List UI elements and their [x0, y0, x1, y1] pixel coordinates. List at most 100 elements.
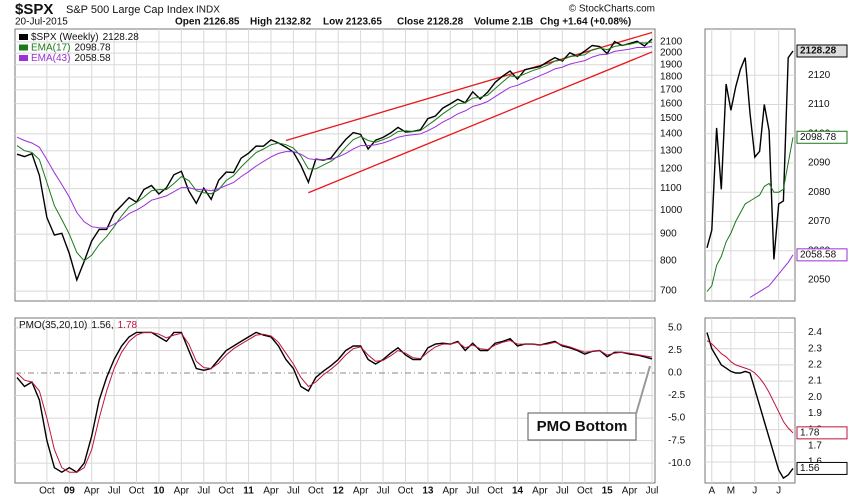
legend-entry: EMA(43) 2058.58 — [31, 53, 111, 64]
y-tick-label: 1800 — [660, 72, 683, 83]
legend-name: EMA(17) — [31, 42, 70, 53]
date: 20-Jul-2015 — [15, 17, 68, 28]
quote-field: Close 2128.28 — [397, 17, 464, 28]
y-tick-label: 1400 — [660, 129, 683, 140]
copyright: © StockCharts.com — [569, 4, 655, 15]
index-name: S&P 500 Large Cap Index — [66, 4, 194, 16]
y-tick-label: 2120 — [808, 70, 831, 81]
x-tick-label: Jul — [646, 486, 659, 497]
x-tick-label: 10 — [153, 486, 165, 497]
y-tick-label: 2.4 — [808, 327, 822, 338]
x-tick-label: Apr — [84, 486, 100, 497]
y-tick-label: 2070 — [808, 216, 831, 227]
y-tick-label: 2.1 — [808, 376, 822, 387]
x-tick-label: Oct — [487, 486, 503, 497]
y-tick-label: -2.5 — [668, 390, 686, 401]
y-tick-label: 1600 — [660, 98, 683, 109]
value-tag — [796, 130, 848, 144]
x-tick-label: A — [708, 486, 715, 497]
y-tick-label: 1.7 — [808, 440, 822, 451]
x-tick-label: Jul — [377, 486, 390, 497]
legend-value: 2058.58 — [74, 53, 111, 64]
price-line — [749, 254, 794, 298]
quote-field: High 2132.82 — [250, 17, 312, 28]
price-panel — [14, 28, 656, 302]
y-tick-label: 1100 — [660, 183, 682, 194]
x-tick-label: Oct — [577, 486, 593, 497]
pmo-line — [16, 331, 653, 474]
y-tick-label: 1700 — [660, 85, 683, 96]
y-tick-label: 2080 — [808, 187, 831, 198]
quote-field: Low 2123.65 — [323, 17, 382, 28]
x-tick-label: Oct — [39, 486, 55, 497]
quote-bar: Open 2126.85 High 2132.82 Low 2123.65 Close… — [175, 17, 631, 28]
x-tick-label: 11 — [243, 486, 254, 497]
pmo-legend: PMO(35,20,10) 1.56, 1.78 — [19, 320, 138, 331]
y-tick-label: 700 — [660, 286, 677, 297]
quote-field: Volume 2.1B — [474, 17, 533, 28]
value-tag — [796, 461, 848, 475]
price-line — [16, 38, 653, 283]
x-tick-label: Jul — [108, 486, 121, 497]
y-tick-label: 1.9 — [808, 408, 822, 419]
legend-name: $SPX (Weekly) — [31, 32, 99, 43]
annotation: PMO Bottom — [537, 418, 628, 435]
y-tick-label: 2050 — [808, 275, 831, 286]
value-tag-label: 2128.28 — [800, 46, 837, 57]
y-tick-label: 2090 — [808, 158, 831, 169]
value-tag — [796, 426, 848, 440]
x-tick-label: Apr — [532, 486, 548, 497]
y-tick-label: 1300 — [660, 145, 683, 156]
value-tag — [796, 44, 848, 58]
x-tick-label: 14 — [512, 486, 524, 497]
x-tick-label: 09 — [64, 486, 76, 497]
legend-swatch — [19, 34, 28, 40]
trend-line — [308, 51, 653, 194]
zoom-pmo-panel — [704, 317, 796, 484]
price-line — [706, 50, 794, 260]
plot-layer: Oct 09 Apr Jul Oct 10 Apr Jul Oct 11 Apr Jul Oct 12 Ap… — [15, 29, 848, 497]
x-tick-label: 13 — [422, 486, 434, 497]
x-tick-label: Jul — [556, 486, 569, 497]
pmo-line — [16, 331, 653, 473]
value-tag-label: 2098.78 — [800, 132, 837, 143]
x-tick-label: Oct — [129, 486, 145, 497]
y-tick-label: 800 — [660, 255, 677, 266]
y-tick-label: 1500 — [660, 113, 683, 124]
symbol: $SPX — [15, 1, 53, 18]
quote-field: Open 2126.85 — [175, 17, 240, 28]
x-tick-label: Apr — [353, 486, 369, 497]
legend-entry: EMA(17) 2098.78 — [31, 42, 111, 53]
value-tag-label: 1.56 — [800, 463, 820, 474]
exchange: INDX — [196, 5, 220, 16]
legend-name: EMA(43) — [31, 53, 70, 64]
x-tick-label: Oct — [218, 486, 234, 497]
legend-value: 2128.28 — [103, 32, 140, 43]
x-tick-label: Oct — [398, 486, 414, 497]
legend-value: 1.56 — [91, 320, 111, 331]
x-tick-label: J — [776, 486, 781, 497]
pmo-line — [706, 340, 794, 434]
pmo-line — [706, 332, 794, 480]
y-tick-label: 1000 — [660, 205, 683, 216]
x-tick-label: Apr — [263, 486, 279, 497]
y-tick-label: 2.5 — [668, 345, 682, 356]
value-tag-label: 2058.58 — [800, 249, 837, 260]
y-tick-label: 900 — [660, 229, 677, 240]
y-tick-label: 2110 — [808, 99, 830, 110]
price-line — [706, 137, 794, 292]
y-tick-label: 2100 — [660, 37, 683, 48]
price-line — [16, 46, 653, 229]
annotation-arrow — [635, 365, 651, 415]
legend-swatch — [19, 44, 28, 51]
x-tick-label: Apr — [174, 486, 190, 497]
x-tick-label: Oct — [308, 486, 324, 497]
y-tick-label: -5.0 — [668, 413, 686, 424]
legend-entry: $SPX (Weekly) 2128.28 — [31, 32, 139, 43]
price-line — [16, 41, 653, 262]
x-tick-label: Jul — [287, 486, 300, 497]
legend-value: 2098.78 — [74, 42, 111, 53]
x-tick-label: Jul — [197, 486, 210, 497]
annotation-box — [527, 412, 637, 441]
